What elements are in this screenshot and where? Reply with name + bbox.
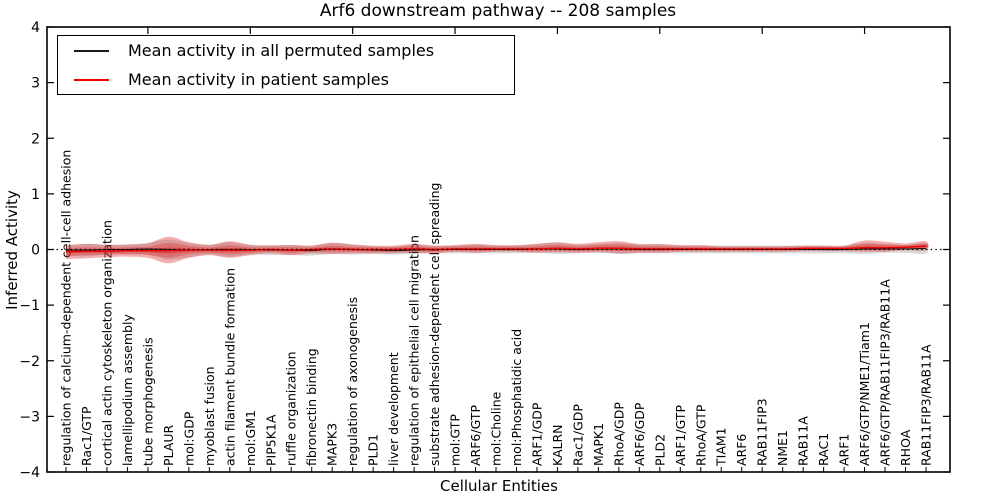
x-category-label: ruffle organization bbox=[284, 351, 299, 466]
x-category-label: Rac1/GDP bbox=[570, 404, 585, 466]
x-category-label: RhoA/GDP bbox=[611, 402, 626, 466]
legend-entry-patient: Mean activity in patient samples bbox=[58, 67, 514, 92]
x-category-label: mol:GTP bbox=[448, 414, 463, 466]
x-category-label: RAB11A bbox=[796, 416, 811, 466]
legend-label: Mean activity in patient samples bbox=[128, 70, 389, 89]
x-category-label: tube morphogenesis bbox=[140, 337, 155, 466]
x-category-label: ARF6/GTP bbox=[468, 405, 483, 466]
x-category-label: ARF6/GDP bbox=[632, 402, 647, 466]
x-axis-label: Cellular Entities bbox=[440, 477, 558, 495]
x-category-label: lamellipodium assembly bbox=[120, 314, 135, 466]
x-category-label: ARF1/GTP bbox=[673, 405, 688, 466]
x-category-label: mol:Phosphatidic acid bbox=[509, 329, 524, 466]
patient-mean-line bbox=[65, 245, 927, 253]
x-category-label: actin filament bundle formation bbox=[222, 268, 237, 466]
x-category-label: liver development bbox=[386, 352, 401, 466]
legend-entry-permuted: Mean activity in all permuted samples bbox=[58, 38, 514, 63]
y-tick-label: 3 bbox=[31, 76, 40, 92]
x-category-label: KALRN bbox=[550, 424, 565, 466]
y-tick-label: 4 bbox=[31, 20, 40, 36]
x-category-label: myoblast fusion bbox=[202, 366, 217, 466]
x-category-label: RAB11FIP3 bbox=[755, 398, 770, 466]
x-category-label: substrate adhesion-dependent cell spread… bbox=[427, 183, 442, 466]
x-category-label: cortical actin cytoskeleton organization bbox=[100, 220, 115, 466]
y-tick-label: 2 bbox=[31, 131, 40, 147]
y-tick-label: 1 bbox=[31, 187, 40, 203]
x-category-label: MAPK3 bbox=[325, 423, 340, 466]
x-category-label: Rac1/GTP bbox=[79, 406, 94, 466]
x-category-label: ARF6/GTP/NME1/Tiam1 bbox=[857, 322, 872, 466]
x-category-label: NME1 bbox=[775, 430, 790, 466]
chart-title: Arf6 downstream pathway -- 208 samples bbox=[319, 1, 677, 21]
y-tick-label: −1 bbox=[19, 298, 40, 314]
x-category-label: ARF1 bbox=[837, 434, 852, 466]
legend-label: Mean activity in all permuted samples bbox=[128, 41, 435, 60]
x-category-label: MAPK1 bbox=[591, 423, 606, 466]
x-category-label: TIAM1 bbox=[714, 427, 729, 467]
patient-line-swatch bbox=[74, 78, 109, 81]
legend: Mean activity in all permuted samples Me… bbox=[57, 35, 515, 95]
x-category-label: regulation of axonogenesis bbox=[345, 297, 360, 466]
x-category-label: ARF6 bbox=[734, 434, 749, 466]
x-category-label: PIP5K1A bbox=[263, 414, 278, 466]
x-category-label: PLD2 bbox=[652, 434, 667, 466]
x-category-label: PLAUR bbox=[161, 425, 176, 466]
x-category-label: regulation of epithelial cell migration bbox=[407, 235, 422, 466]
x-category-label: RhoA/GTP bbox=[693, 404, 708, 466]
x-category-label: mol:Choline bbox=[489, 391, 504, 466]
x-category-label: mol:GDP bbox=[181, 411, 196, 466]
permuted-line-swatch bbox=[74, 49, 109, 52]
x-category-label: RAC1 bbox=[816, 433, 831, 466]
y-tick-label: 0 bbox=[31, 243, 40, 259]
y-tick-label: −4 bbox=[19, 465, 40, 481]
y-tick-label: −3 bbox=[19, 409, 40, 425]
x-category-label: RAB11FIP3/RAB11A bbox=[919, 344, 934, 466]
patient-spread-band-inner bbox=[66, 242, 929, 258]
x-category-label: ARF1/GDP bbox=[530, 402, 545, 466]
x-category-label: RHOA bbox=[898, 429, 913, 466]
y-tick-label: −2 bbox=[19, 354, 40, 370]
x-category-label: ARF6/GTP/RAB11FIP3/RAB11A bbox=[878, 279, 893, 466]
x-category-label: regulation of calcium-dependent cell-cel… bbox=[59, 150, 74, 466]
x-category-label: mol:GM1 bbox=[243, 410, 258, 466]
x-category-label: PLD1 bbox=[366, 434, 381, 466]
x-category-label: fibronectin binding bbox=[304, 348, 319, 466]
